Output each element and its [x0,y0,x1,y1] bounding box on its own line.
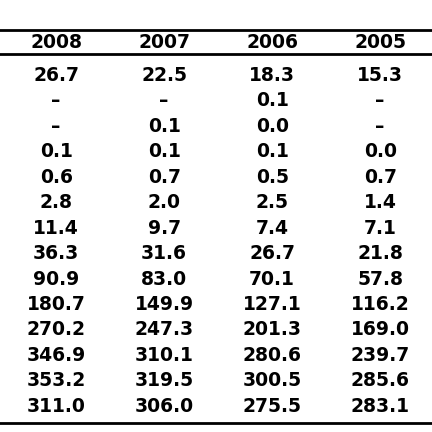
Text: 7.4: 7.4 [256,219,289,238]
Text: 11.4: 11.4 [33,219,79,238]
Text: 90.9: 90.9 [33,270,79,289]
Text: 1.4: 1.4 [364,193,397,212]
Text: 2008: 2008 [30,33,82,51]
Text: 239.7: 239.7 [350,346,410,365]
Text: 2006: 2006 [246,33,298,51]
Text: –: – [375,117,385,136]
Text: 270.2: 270.2 [27,321,86,340]
Text: –: – [375,91,385,110]
Text: 2.5: 2.5 [256,193,289,212]
Text: 127.1: 127.1 [243,295,302,314]
Text: 2.8: 2.8 [40,193,73,212]
Text: 21.8: 21.8 [357,244,403,263]
Text: 0.1: 0.1 [148,117,181,136]
Text: 149.9: 149.9 [135,295,194,314]
Text: 247.3: 247.3 [135,321,194,340]
Text: 2.0: 2.0 [148,193,181,212]
Text: 26.7: 26.7 [33,66,79,85]
Text: 0.7: 0.7 [364,168,397,187]
Text: 0.5: 0.5 [256,168,289,187]
Text: 26.7: 26.7 [249,244,295,263]
Text: 15.3: 15.3 [357,66,403,85]
Text: –: – [159,91,169,110]
Text: 283.1: 283.1 [351,397,410,416]
Text: 83.0: 83.0 [141,270,187,289]
Text: 319.5: 319.5 [135,372,194,391]
Text: 22.5: 22.5 [141,66,187,85]
Text: 18.3: 18.3 [249,66,295,85]
Text: 57.8: 57.8 [357,270,403,289]
Text: 0.1: 0.1 [40,142,73,161]
Text: 0.1: 0.1 [256,91,289,110]
Text: 306.0: 306.0 [135,397,194,416]
Text: 346.9: 346.9 [26,346,86,365]
Text: 275.5: 275.5 [243,397,302,416]
Text: 0.1: 0.1 [256,142,289,161]
Text: 9.7: 9.7 [148,219,181,238]
Text: 70.1: 70.1 [249,270,295,289]
Text: 201.3: 201.3 [243,321,302,340]
Text: 0.1: 0.1 [148,142,181,161]
Text: 7.1: 7.1 [364,219,397,238]
Text: 36.3: 36.3 [33,244,79,263]
Text: 0.6: 0.6 [40,168,73,187]
Text: 311.0: 311.0 [27,397,86,416]
Text: 116.2: 116.2 [351,295,410,314]
Text: 2007: 2007 [138,33,190,51]
Text: 180.7: 180.7 [27,295,86,314]
Text: 285.6: 285.6 [351,372,410,391]
Text: 2005: 2005 [354,33,406,51]
Text: 310.1: 310.1 [135,346,194,365]
Text: 0.0: 0.0 [364,142,397,161]
Text: 169.0: 169.0 [351,321,410,340]
Text: 300.5: 300.5 [243,372,302,391]
Text: 0.0: 0.0 [256,117,289,136]
Text: –: – [51,91,61,110]
Text: 353.2: 353.2 [26,372,86,391]
Text: –: – [51,117,61,136]
Text: 280.6: 280.6 [243,346,302,365]
Text: 31.6: 31.6 [141,244,187,263]
Text: 0.7: 0.7 [148,168,181,187]
